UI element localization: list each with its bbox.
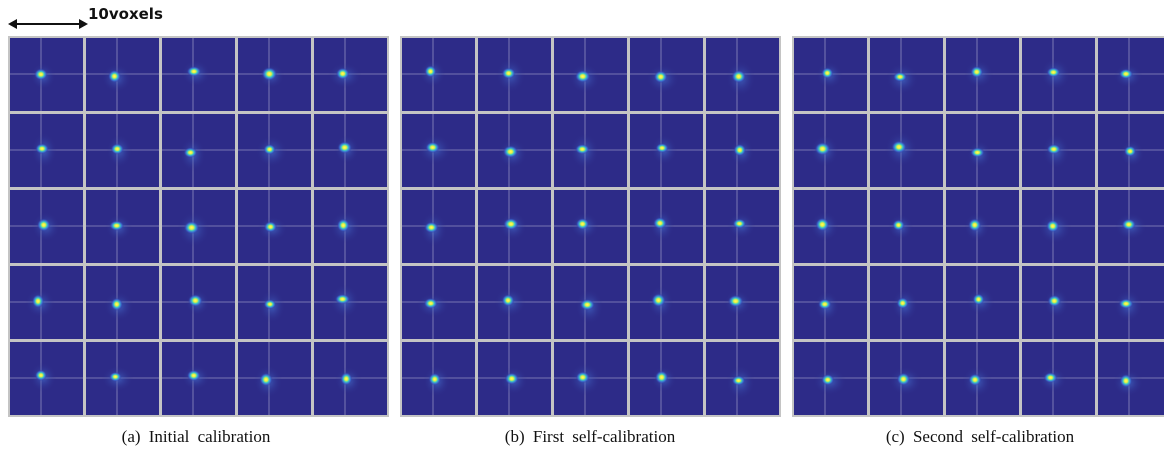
spot — [35, 143, 49, 154]
spot — [502, 294, 515, 307]
spot — [188, 294, 203, 307]
spot — [733, 144, 746, 157]
spot — [1119, 299, 1134, 309]
spot — [576, 218, 590, 230]
spot — [893, 72, 907, 82]
spot — [502, 67, 516, 79]
spot — [259, 373, 272, 387]
spot — [897, 373, 911, 386]
scale-bar: 10voxels — [8, 5, 163, 29]
spot — [818, 299, 832, 310]
spot — [109, 220, 124, 231]
spot — [968, 374, 981, 387]
spot — [337, 141, 352, 154]
spot — [892, 219, 905, 230]
spot — [733, 219, 747, 229]
spot — [970, 147, 984, 157]
spot — [335, 294, 350, 305]
spot — [264, 221, 277, 232]
spot — [424, 65, 436, 77]
spot — [576, 371, 590, 383]
spot — [821, 374, 834, 386]
caption: (c) Second self-calibration — [886, 427, 1075, 446]
spot — [970, 66, 983, 78]
spot — [732, 375, 746, 385]
spot — [651, 293, 665, 307]
spot — [580, 299, 595, 311]
spot — [37, 218, 51, 231]
spot — [891, 141, 906, 154]
figure: 10voxels (a) Initial calibration (b) Fir… — [0, 0, 1164, 450]
spot — [110, 298, 123, 311]
arrow-head-left — [8, 19, 17, 29]
spot — [821, 67, 833, 78]
spot — [184, 147, 198, 158]
caption: (a) Initial calibration — [122, 427, 271, 446]
spot — [428, 373, 441, 386]
spot — [261, 67, 277, 81]
caption: (b) First self-calibration — [505, 427, 676, 446]
spot — [1047, 144, 1061, 155]
spot — [815, 142, 831, 155]
spot — [184, 221, 200, 234]
spot — [968, 218, 981, 231]
spot — [263, 144, 276, 155]
spot — [187, 66, 202, 77]
spot — [1047, 295, 1061, 307]
arrow-head-right — [79, 19, 88, 29]
spot — [264, 299, 277, 309]
spot — [340, 372, 352, 386]
panel — [8, 36, 389, 417]
panel — [792, 36, 1164, 417]
scale-label: 10voxels — [88, 5, 163, 23]
spot — [1120, 374, 1133, 388]
spot — [973, 293, 985, 305]
spot — [505, 373, 519, 385]
spot — [424, 222, 438, 234]
spot — [1119, 69, 1133, 79]
spot — [503, 218, 519, 230]
spot — [575, 144, 590, 155]
spot — [655, 143, 668, 153]
spot — [32, 294, 44, 308]
spot — [1044, 372, 1058, 383]
spot — [187, 370, 201, 382]
spot — [1046, 220, 1059, 233]
spot — [1124, 146, 1136, 157]
spot — [896, 297, 908, 309]
spot — [111, 143, 124, 154]
spot — [424, 298, 438, 309]
spot — [34, 68, 48, 80]
spot — [35, 370, 47, 381]
spot — [109, 372, 122, 382]
spot — [815, 218, 829, 232]
spot — [108, 70, 121, 83]
spot — [654, 70, 668, 83]
spot — [1122, 219, 1136, 231]
spot — [655, 370, 669, 384]
spot — [1046, 67, 1060, 77]
panels — [8, 36, 1164, 417]
spot — [575, 70, 591, 83]
spot — [337, 218, 350, 232]
spot — [731, 70, 746, 83]
spot — [653, 217, 667, 229]
spot — [425, 142, 440, 154]
panel — [400, 36, 781, 417]
spot — [503, 145, 519, 158]
spot — [336, 68, 350, 80]
spot — [728, 295, 744, 307]
